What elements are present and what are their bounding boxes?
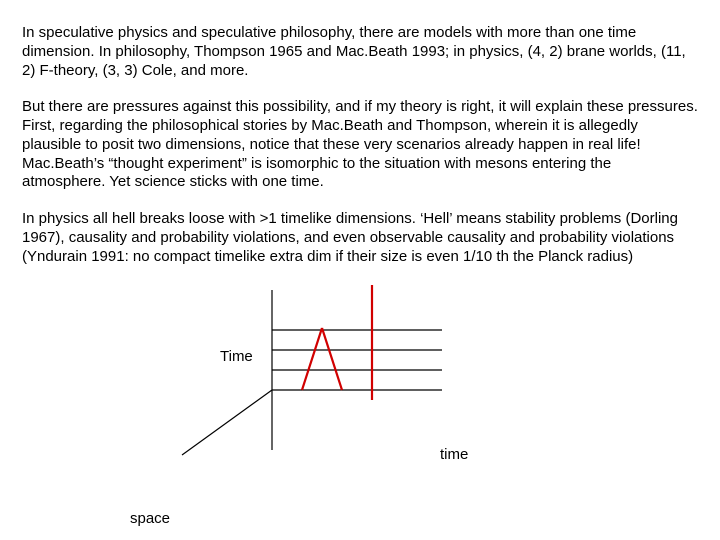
label-time-upper: Time xyxy=(220,348,253,365)
paragraph-3: In physics all hell breaks loose with >1… xyxy=(22,210,698,266)
time-diagram xyxy=(142,280,482,470)
diagram-container xyxy=(22,280,698,470)
space-axis xyxy=(182,390,272,455)
red-caret-right xyxy=(322,328,342,390)
red-caret-left xyxy=(302,328,322,390)
label-space: space xyxy=(130,510,170,527)
slide-page: In speculative physics and speculative p… xyxy=(0,0,720,540)
paragraph-1: In speculative physics and speculative p… xyxy=(22,24,698,80)
paragraph-2: But there are pressures against this pos… xyxy=(22,98,698,192)
label-time-lower: time xyxy=(440,446,468,463)
